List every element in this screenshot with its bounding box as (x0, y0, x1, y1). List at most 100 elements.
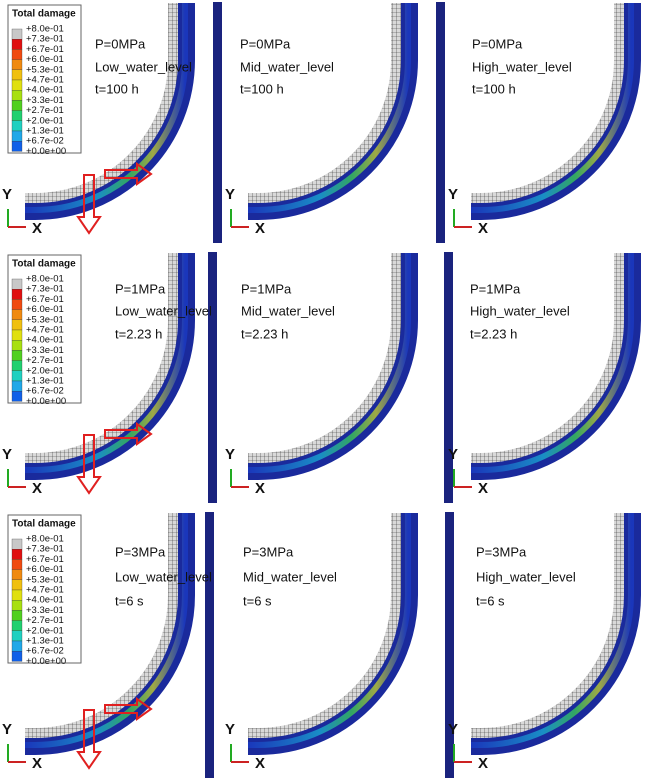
legend-label: +7.3e-01 (26, 284, 64, 295)
legend-label: +6.7e-02 (26, 386, 64, 397)
legend-swatch (11, 329, 23, 341)
panel-label: P=1MPa (470, 281, 521, 296)
axis-y-label: Y (2, 446, 12, 463)
panel-label: P=3MPa (115, 544, 166, 559)
legend-label: +6.0e-01 (26, 564, 64, 575)
pipe-damage (248, 253, 411, 473)
panel-label: P=3MPa (476, 544, 527, 559)
pipe-mesh (248, 3, 401, 203)
legend-label: +3.3e-01 (26, 345, 64, 356)
rigid-wall (208, 252, 217, 503)
legend-label: +4.0e-01 (26, 85, 64, 96)
pipe-mesh (248, 513, 401, 738)
legend-swatch (11, 309, 23, 320)
legend-label: +6.7e-02 (26, 136, 64, 147)
legend-title: Total damage (12, 9, 76, 20)
axis-x-label: X (32, 220, 42, 237)
legend-swatch (11, 589, 23, 601)
legend-label: +0.0e+00 (26, 146, 66, 157)
legend-label: +0.0e+00 (26, 396, 66, 407)
legend-label: +2.7e-01 (26, 105, 64, 116)
legend-label: +1.3e-01 (26, 126, 64, 137)
axis-y-label: Y (2, 721, 12, 738)
axis-y-label: Y (2, 186, 12, 203)
legend-label: +2.0e-01 (26, 115, 64, 126)
axis-x-label: X (32, 480, 42, 497)
legend-label: +7.3e-01 (26, 544, 64, 555)
axis-y-label: Y (448, 446, 458, 463)
legend-label: +2.0e-01 (26, 365, 64, 376)
legend-swatch (11, 141, 23, 152)
axis-x-label: X (32, 755, 42, 772)
legend-label: +8.0e-01 (26, 24, 64, 35)
legend-label: +5.3e-01 (26, 314, 64, 325)
axis-y-label: Y (225, 186, 235, 203)
pipe-mesh (25, 513, 178, 738)
pipe-damage (471, 253, 634, 473)
load-arrow (76, 434, 102, 495)
legend-label: +6.0e-01 (26, 304, 64, 315)
legend-label: +8.0e-01 (26, 534, 64, 545)
legend-swatch (11, 39, 23, 50)
legend-swatch (11, 28, 23, 40)
legend-label: +2.7e-01 (26, 355, 64, 366)
legend-swatch (11, 299, 23, 310)
axis-x-label: X (255, 220, 265, 237)
axis-x-label: X (478, 755, 488, 772)
pipe-mesh (25, 253, 178, 463)
legend-swatch (11, 340, 23, 351)
legend-swatch (11, 538, 23, 550)
legend-swatch (11, 370, 23, 382)
legend-swatch (11, 579, 23, 591)
pipe-mesh (471, 3, 624, 203)
panel-label: Low_water_level (115, 569, 212, 584)
panel-label: Low_water_level (95, 59, 192, 74)
legend-swatch (11, 100, 23, 111)
legend-label: +8.0e-01 (26, 274, 64, 285)
panel-label: P=1MPa (241, 281, 292, 296)
panel-label: t=6 s (476, 593, 505, 608)
panel-label: Mid_water_level (240, 59, 334, 74)
legend-label: +2.0e-01 (26, 625, 64, 636)
axis-x-label: X (478, 480, 488, 497)
legend-swatch (11, 319, 23, 331)
panel-label: t=6 s (243, 593, 272, 608)
legend-label: +7.3e-01 (26, 34, 64, 45)
panel-label: t=100 h (472, 81, 516, 96)
panel-label: High_water_level (472, 59, 572, 74)
rigid-wall (445, 512, 454, 778)
load-arrow (104, 422, 153, 446)
legend-swatch (11, 130, 23, 142)
legend-title: Total damage (12, 259, 76, 270)
panel-label: t=2.23 h (470, 326, 517, 341)
legend-swatch (11, 620, 23, 631)
panel-label: P=3MPa (243, 544, 294, 559)
pipe-mesh (25, 3, 178, 203)
legend-label: +6.7e-01 (26, 294, 64, 305)
legend-label: +4.7e-01 (26, 585, 64, 596)
load-arrow (76, 174, 102, 235)
legend-label: +3.3e-01 (26, 605, 64, 616)
legend-label: +1.3e-01 (26, 376, 64, 387)
rigid-wall (213, 2, 222, 243)
load-arrow (76, 709, 102, 770)
legend-swatch (11, 610, 23, 621)
pipe-mesh (471, 253, 624, 463)
legend-swatch (11, 278, 23, 290)
legend-swatch (11, 289, 23, 300)
panel-label: High_water_level (470, 303, 570, 318)
legend-swatch (11, 49, 23, 60)
axis-x-label: X (255, 755, 265, 772)
axis-y-label: Y (448, 186, 458, 203)
legend-swatch (11, 380, 23, 392)
rigid-wall (444, 252, 453, 503)
legend-label: +3.3e-01 (26, 95, 64, 106)
legend-swatch (11, 120, 23, 132)
panel-label: P=0MPa (95, 36, 146, 51)
pipe-mesh (471, 513, 624, 738)
legend-label: +4.7e-01 (26, 325, 64, 336)
legend-swatch (11, 69, 23, 81)
legend-swatch (11, 59, 23, 70)
panel-label: High_water_level (476, 569, 576, 584)
